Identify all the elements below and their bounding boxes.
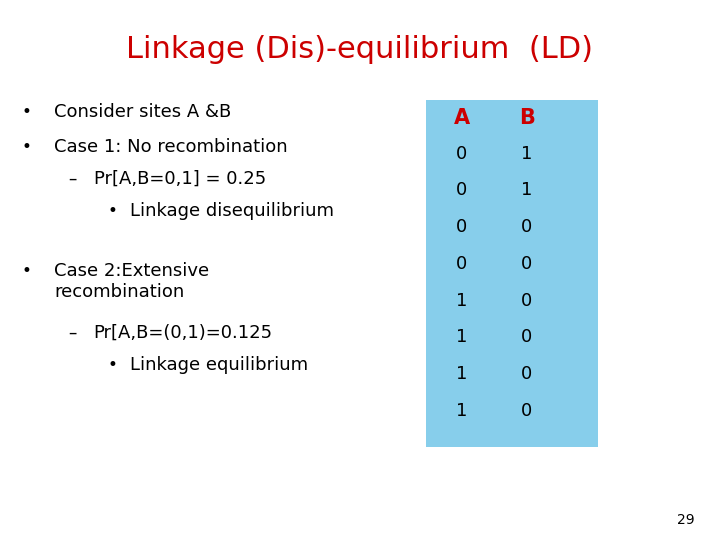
Text: 0: 0 xyxy=(456,255,467,273)
Text: 0: 0 xyxy=(521,328,532,346)
Text: A: A xyxy=(454,108,470,128)
Text: 29: 29 xyxy=(678,512,695,526)
Text: Linkage equilibrium: Linkage equilibrium xyxy=(130,356,307,374)
Text: 1: 1 xyxy=(456,402,467,420)
Text: 1: 1 xyxy=(521,181,532,199)
Text: Case 2:Extensive
recombination: Case 2:Extensive recombination xyxy=(54,262,209,301)
Text: 0: 0 xyxy=(521,255,532,273)
Text: –: – xyxy=(68,324,77,342)
Text: Case 1: No recombination: Case 1: No recombination xyxy=(54,138,287,156)
Text: 1: 1 xyxy=(456,328,467,346)
Text: •: • xyxy=(22,138,32,156)
Text: •: • xyxy=(22,262,32,280)
Text: Consider sites A &B: Consider sites A &B xyxy=(54,103,231,120)
FancyBboxPatch shape xyxy=(426,100,598,447)
Text: •: • xyxy=(22,103,32,120)
Text: •: • xyxy=(108,356,118,374)
Text: Linkage disequilibrium: Linkage disequilibrium xyxy=(130,202,333,220)
Text: 0: 0 xyxy=(456,181,467,199)
Text: –: – xyxy=(68,170,77,188)
Text: •: • xyxy=(108,202,118,220)
Text: 0: 0 xyxy=(456,218,467,236)
Text: B: B xyxy=(518,108,535,128)
Text: 1: 1 xyxy=(456,365,467,383)
Text: Pr[A,B=0,1] = 0.25: Pr[A,B=0,1] = 0.25 xyxy=(94,170,266,188)
Text: 0: 0 xyxy=(521,402,532,420)
Text: 0: 0 xyxy=(456,145,467,163)
Text: 1: 1 xyxy=(521,145,532,163)
Text: 0: 0 xyxy=(521,218,532,236)
Text: 0: 0 xyxy=(521,365,532,383)
Text: Pr[A,B=(0,1)=0.125: Pr[A,B=(0,1)=0.125 xyxy=(94,324,273,342)
Text: Linkage (Dis)-equilibrium  (LD): Linkage (Dis)-equilibrium (LD) xyxy=(127,35,593,64)
Text: 0: 0 xyxy=(521,292,532,309)
Text: 1: 1 xyxy=(456,292,467,309)
